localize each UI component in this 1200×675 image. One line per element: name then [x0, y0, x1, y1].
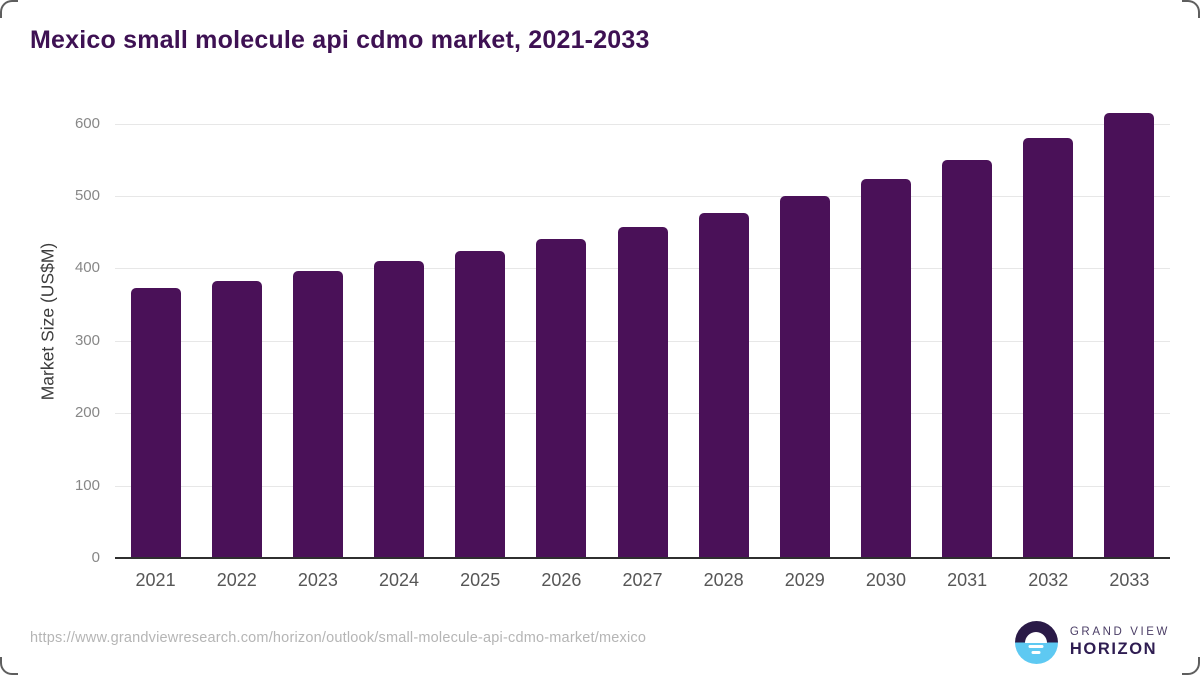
- bar-2031[interactable]: [942, 159, 993, 558]
- x-axis-line: [115, 557, 1170, 559]
- bar-2028[interactable]: [698, 212, 749, 558]
- y-axis-tick-label: 200: [74, 404, 100, 422]
- x-axis-tick-label: 2029: [784, 570, 825, 590]
- bar-2021[interactable]: [130, 287, 181, 558]
- bar-2023[interactable]: [292, 271, 343, 558]
- logo-product-name: HORIZON: [1069, 640, 1158, 659]
- chart-title: Mexico small molecule api cdmo market, 2…: [30, 26, 650, 54]
- y-axis-tick-label: 600: [74, 114, 100, 132]
- bar-2029[interactable]: [779, 195, 830, 558]
- sun-reflection-line: [1031, 651, 1041, 654]
- x-axis-tick-label: 2032: [1028, 570, 1069, 590]
- x-axis-tick-label: 2030: [865, 570, 906, 590]
- horizon-sun-icon: [1014, 621, 1058, 664]
- bar-2025[interactable]: [455, 250, 506, 558]
- x-axis-tick-label: 2022: [216, 570, 257, 590]
- bar-2024[interactable]: [374, 261, 425, 558]
- x-axis-tick-label: 2023: [297, 570, 338, 590]
- screenshot-corner-top-right: [1182, 0, 1200, 18]
- bar-2027[interactable]: [617, 227, 668, 558]
- x-axis-tick-label: 2026: [541, 570, 582, 590]
- y-axis-tick-label: 400: [74, 259, 100, 277]
- y-axis-tick-label: 300: [74, 331, 100, 349]
- screenshot-corner-bottom-right: [1182, 657, 1200, 675]
- y-axis-tick-label: 0: [91, 549, 100, 566]
- grand-view-horizon-logo: GRAND VIEW HORIZON: [1014, 621, 1170, 664]
- bar-2032[interactable]: [1023, 137, 1074, 558]
- screenshot-corner-bottom-left: [0, 657, 18, 675]
- gridline-600: [115, 123, 1170, 125]
- sun-dome-shape: [1025, 631, 1048, 643]
- x-axis-tick-label: 2021: [135, 570, 176, 590]
- x-axis-tick-label: 2024: [379, 570, 420, 590]
- screenshot-corner-top-left: [0, 0, 18, 18]
- logo-brand-name: GRAND VIEW: [1069, 626, 1170, 638]
- bar-2033[interactable]: [1104, 112, 1155, 558]
- bar-2030[interactable]: [860, 178, 911, 558]
- bar-2026[interactable]: [536, 239, 587, 558]
- x-axis-tick-label: 2027: [622, 570, 663, 590]
- x-axis-tick-label: 2028: [703, 570, 744, 590]
- sun-reflection-line: [1028, 645, 1044, 648]
- x-axis-tick-label: 2031: [947, 570, 988, 590]
- bar-2022[interactable]: [211, 280, 262, 558]
- logo-text: GRAND VIEW HORIZON: [1070, 625, 1170, 660]
- y-axis-tick-label: 100: [74, 476, 100, 494]
- x-axis-tick-label: 2025: [460, 570, 501, 590]
- source-url[interactable]: https://www.grandviewresearch.com/horizo…: [30, 630, 647, 646]
- y-axis-tick-label: 500: [74, 186, 100, 204]
- x-axis-tick-label: 2033: [1109, 570, 1150, 590]
- gridline-500: [115, 195, 1170, 197]
